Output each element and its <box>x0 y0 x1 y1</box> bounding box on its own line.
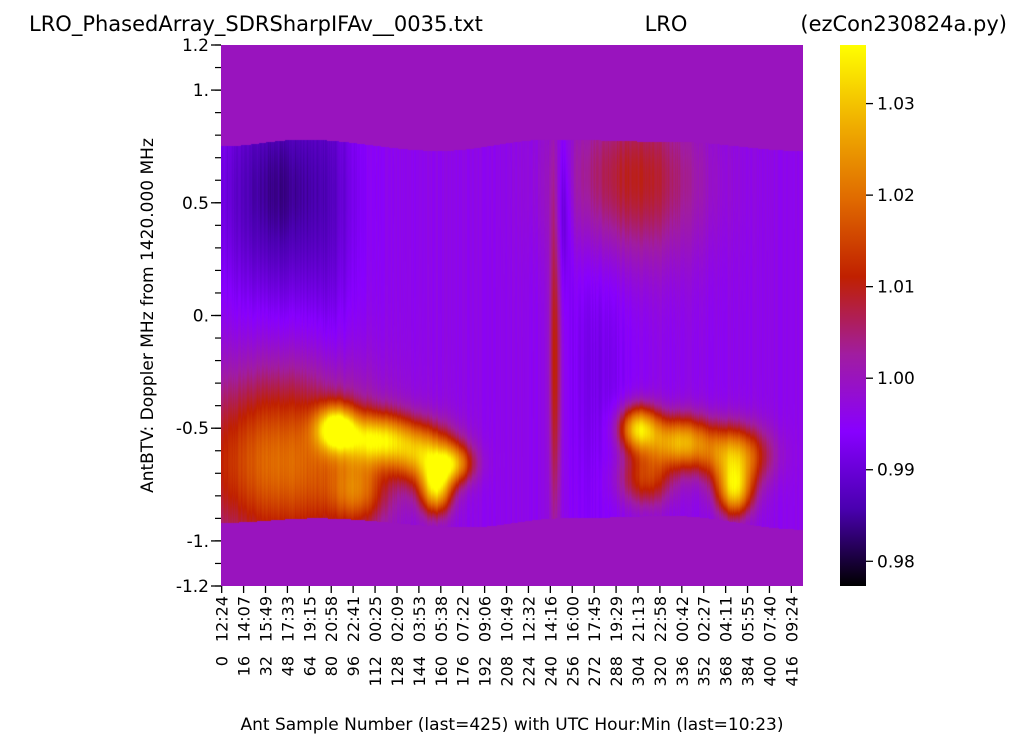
chart-title-center: LRO <box>645 12 688 36</box>
heatmap-plot-area <box>221 45 803 586</box>
x-tick-sample-label: 288 <box>607 656 626 687</box>
colorbar-tick-label: 1.00 <box>877 369 915 389</box>
x-tick-time-label: 02:09 <box>388 596 407 642</box>
colorbar: 0.98 0.99 1.00 1.01 1.02 1.03 <box>840 45 915 586</box>
x-tick-time-label: 19:29 <box>607 596 626 642</box>
x-tick-sample-label: 304 <box>629 656 648 687</box>
x-tick-time-label: 22:58 <box>651 596 670 642</box>
x-tick-sample-label: 352 <box>695 656 714 687</box>
x-tick-time-label: 12:32 <box>519 596 538 642</box>
chart-title-right: (ezCon230824a.py) <box>800 12 1007 36</box>
x-axis-label: Ant Sample Number (last=425) with UTC Ho… <box>240 715 783 735</box>
x-tick-sample-label: 192 <box>476 656 495 687</box>
chart-title-left: LRO_PhasedArray_SDRSharpIFAv__0035.txt <box>29 12 483 37</box>
x-tick-time-label: 03:53 <box>410 596 429 642</box>
x-tick-time-label: 19:15 <box>300 596 319 642</box>
y-tick-label: 0. <box>193 307 209 327</box>
x-tick-time-label: 07:40 <box>760 596 779 642</box>
x-tick-time-label: 00:25 <box>366 596 385 642</box>
x-tick-time-label: 09:06 <box>476 596 495 642</box>
x-tick-time-label: 04:11 <box>717 596 736 642</box>
x-tick-sample-label: 64 <box>300 656 319 676</box>
y-axis-label: AntBTV: Doppler MHz from 1420.000 MHz <box>138 138 158 493</box>
x-tick-sample-label: 176 <box>454 656 473 687</box>
x-tick-sample-label: 128 <box>388 656 407 687</box>
x-tick-sample-label: 144 <box>410 656 429 687</box>
x-tick-sample-label: 80 <box>322 656 341 676</box>
x-tick-sample-label: 368 <box>717 656 736 687</box>
x-tick-time-label: 10:49 <box>498 596 517 642</box>
colorbar-tick-label: 0.99 <box>877 461 915 481</box>
x-tick-time-label: 16:00 <box>563 596 582 642</box>
x-tick-time-label: 17:45 <box>585 596 604 642</box>
x-tick-time-label: 05:55 <box>739 596 758 642</box>
x-tick-time-label: 17:33 <box>278 596 297 642</box>
x-tick-sample-label: 416 <box>782 656 801 687</box>
x-tick-sample-label: 272 <box>585 656 604 687</box>
x-tick-time-label: 02:27 <box>695 596 714 642</box>
y-axis: 1.2 1. 0.5 0. -0.5 -1. -1.2 <box>176 36 221 597</box>
x-tick-time-label: 05:38 <box>432 596 451 642</box>
x-tick-time-label: 00:42 <box>673 596 692 642</box>
x-tick-sample-label: 256 <box>563 656 582 687</box>
x-tick-sample-label: 48 <box>278 656 297 676</box>
colorbar-gradient <box>840 45 866 586</box>
y-tick-label: -0.5 <box>176 419 209 439</box>
x-tick-time-label: 14:16 <box>541 596 560 642</box>
x-tick-time-label: 14:07 <box>235 596 254 642</box>
y-tick-label: -1. <box>187 532 209 552</box>
y-tick-label: -1.2 <box>176 577 209 597</box>
x-tick-sample-label: 240 <box>541 656 560 687</box>
colorbar-tick-label: 1.03 <box>877 95 915 115</box>
x-tick-sample-label: 0 <box>213 656 232 666</box>
x-tick-time-label: 12:24 <box>213 596 232 642</box>
x-tick-sample-label: 384 <box>739 656 758 687</box>
x-tick-time-label: 20:58 <box>322 596 341 642</box>
x-tick-sample-label: 16 <box>235 656 254 676</box>
x-tick-sample-label: 400 <box>760 656 779 687</box>
x-tick-sample-label: 208 <box>498 656 517 687</box>
heatmap-image <box>221 45 803 586</box>
x-tick-sample-label: 32 <box>257 656 276 676</box>
x-tick-sample-label: 96 <box>344 656 363 676</box>
x-tick-sample-label: 112 <box>366 656 385 687</box>
x-tick-sample-label: 320 <box>651 656 670 687</box>
x-tick-time-label: 21:13 <box>629 596 648 642</box>
x-tick-sample-label: 224 <box>519 656 538 687</box>
x-tick-time-label: 09:24 <box>782 596 801 642</box>
colorbar-tick-label: 0.98 <box>877 552 915 572</box>
x-tick-time-label: 22:41 <box>344 596 363 642</box>
colorbar-tick-label: 1.02 <box>877 186 915 206</box>
y-tick-label: 1.2 <box>182 36 209 56</box>
x-tick-sample-label: 160 <box>432 656 451 687</box>
x-tick-time-label: 07:22 <box>454 596 473 642</box>
colorbar-ticks: 0.98 0.99 1.00 1.01 1.02 1.03 <box>866 95 915 572</box>
y-tick-label: 1. <box>193 81 209 101</box>
x-tick-time-label: 15:49 <box>257 596 276 642</box>
colorbar-tick-label: 1.01 <box>877 278 915 298</box>
y-tick-label: 0.5 <box>182 194 209 214</box>
x-tick-sample-label: 336 <box>673 656 692 687</box>
